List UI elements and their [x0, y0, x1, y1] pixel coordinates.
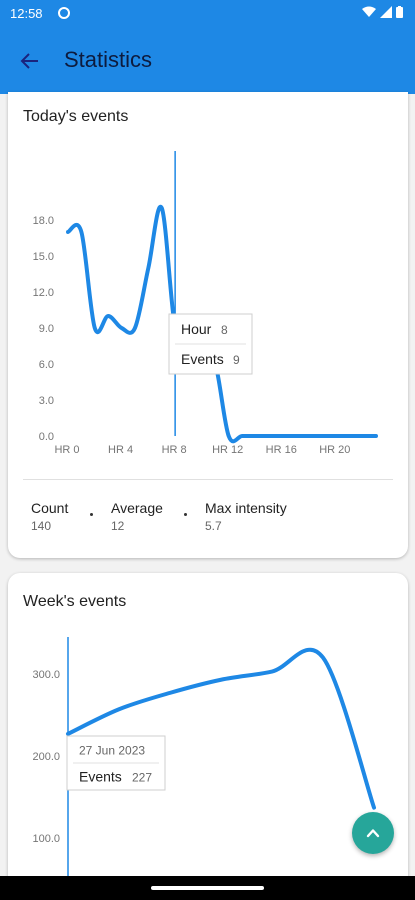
y-tick-label: 100.0	[32, 833, 60, 845]
home-handle[interactable]	[151, 886, 264, 890]
y-tick-label: 6.0	[39, 359, 54, 371]
tooltip-events-label: Events	[79, 769, 122, 785]
app-bar: Statistics	[0, 28, 415, 94]
y-tick-label: 18.0	[33, 215, 54, 227]
stat-max-intensity-value: 5.7	[205, 519, 222, 533]
battery-icon	[396, 6, 403, 18]
stat-max-intensity-label: Max intensity	[205, 500, 287, 516]
app-notification-icon	[58, 7, 70, 19]
tooltip-date: 27 Jun 2023	[79, 744, 145, 758]
week-events-chart[interactable]: 100.0 200.0 300.0 27 Jun 2023 Events 227	[8, 573, 408, 893]
stat-count: Count 140	[31, 500, 68, 533]
stat-count-value: 140	[31, 519, 52, 533]
x-tick-label: HR 8	[162, 444, 187, 456]
y-tick-label: 0.0	[39, 431, 54, 443]
y-tick-label: 12.0	[33, 287, 54, 299]
y-tick-label: 15.0	[33, 251, 54, 263]
stat-average-value: 12	[111, 519, 125, 533]
stat-count-label: Count	[31, 500, 69, 516]
stat-separator	[184, 513, 187, 516]
tooltip-events-value: 227	[132, 771, 152, 785]
arrow-left-icon	[20, 53, 38, 69]
stat-separator	[90, 513, 93, 516]
system-nav-bar	[0, 876, 415, 900]
y-tick-label: 9.0	[39, 323, 54, 335]
tooltip-events-label: Events	[181, 351, 224, 367]
stat-average: Average 12	[111, 500, 163, 533]
x-tick-label: HR 4	[108, 444, 133, 456]
y-tick-label: 300.0	[32, 669, 60, 681]
wifi-icon	[362, 6, 376, 17]
week-events-card: Week's events 100.0 200.0 300.0 27 Jun 2023…	[8, 573, 408, 893]
page-title: Statistics	[64, 47, 153, 72]
tooltip-events-value: 9	[233, 353, 240, 367]
x-tick-label: HR 12	[212, 444, 243, 456]
back-button[interactable]	[14, 45, 46, 77]
today-events-title: Today's events	[23, 108, 129, 125]
stat-max-intensity: Max intensity 5.7	[205, 500, 287, 533]
y-tick-label: 200.0	[32, 751, 60, 763]
x-tick-label: HR 20	[319, 444, 350, 456]
signal-icon	[380, 6, 392, 18]
x-tick-label: HR 16	[266, 444, 297, 456]
today-events-card: Today's events 0.0 3.0 6.0 9.0 12.0 15.0 18.0 H…	[8, 92, 408, 558]
tooltip-hour-value: 8	[221, 323, 228, 337]
week-events-line	[66, 647, 376, 810]
x-tick-label: HR 0	[54, 444, 79, 456]
system-icons	[362, 6, 403, 18]
y-tick-label: 3.0	[39, 395, 54, 407]
tooltip-hour-label: Hour	[181, 321, 212, 337]
stat-average-label: Average	[111, 500, 163, 516]
scroll-top-button[interactable]	[352, 812, 394, 854]
week-events-title: Week's events	[23, 593, 127, 610]
status-time: 12:58	[10, 6, 43, 21]
status-bar: 12:58	[0, 0, 415, 28]
chevron-up-icon	[366, 829, 380, 838]
stats-divider	[23, 479, 393, 480]
today-events-chart[interactable]: 0.0 3.0 6.0 9.0 12.0 15.0 18.0 HR 0 HR 4 HR 8 HR 1…	[8, 92, 408, 472]
